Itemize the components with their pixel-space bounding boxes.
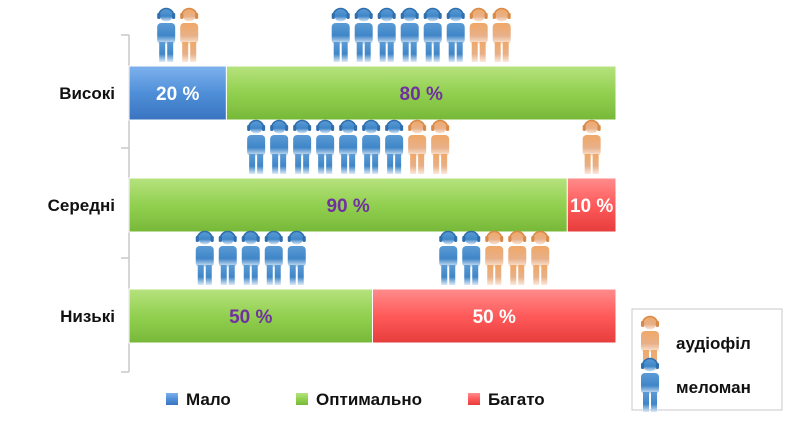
legend-swatch xyxy=(296,393,308,405)
bar-високі-оптимально xyxy=(225,65,617,121)
bar-низькі-багато xyxy=(372,288,617,344)
meloman-icon xyxy=(247,119,266,174)
meloman-icon xyxy=(241,230,260,285)
meloman-icon xyxy=(287,230,306,285)
meloman-icon xyxy=(377,7,396,62)
bar-labels: 20 % 80 % 90 % 10 % 50 % 50 % xyxy=(156,84,613,328)
meloman-label: меломан xyxy=(676,378,751,397)
audiophile-icon xyxy=(180,7,199,62)
meloman-icon xyxy=(270,119,289,174)
meloman-icon xyxy=(362,119,381,174)
audiophile-label: аудіофіл xyxy=(676,334,751,353)
meloman-icon xyxy=(195,230,214,285)
bar-високі-мало xyxy=(128,65,227,121)
meloman-icon xyxy=(462,230,481,285)
meloman-icon xyxy=(218,230,237,285)
bar-середні-оптимально xyxy=(128,177,568,233)
meloman-icon xyxy=(264,230,283,285)
bar-value-label: 80 % xyxy=(400,84,443,105)
meloman-icon xyxy=(354,7,373,62)
meloman-icon xyxy=(400,7,419,62)
audiophile-icon xyxy=(492,7,511,62)
meloman-icon xyxy=(385,119,404,174)
legend-item-мало: Мало xyxy=(166,390,231,409)
legend-label: Мало xyxy=(186,390,231,409)
audiophile-icon xyxy=(582,119,601,174)
meloman-icon xyxy=(316,119,335,174)
legend-swatch xyxy=(166,393,178,405)
meloman-icon xyxy=(446,7,465,62)
meloman-icon xyxy=(423,7,442,62)
audiophile-icon xyxy=(485,230,504,285)
legend-item-багато: Багато xyxy=(468,390,545,409)
audiophile-icon xyxy=(531,230,550,285)
category-label: Низькі xyxy=(60,307,115,326)
meloman-icon xyxy=(641,357,659,412)
bar-value-label: 50 % xyxy=(473,307,516,328)
legend-label: Багато xyxy=(488,390,545,409)
audiophile-icon xyxy=(408,119,427,174)
legend-label: Оптимально xyxy=(316,390,422,409)
meloman-icon xyxy=(339,119,358,174)
bar-value-label: 10 % xyxy=(570,196,613,217)
audiophile-icon xyxy=(431,119,450,174)
category-label: Середні xyxy=(48,196,115,215)
people-icons xyxy=(157,7,601,285)
category-labels: Високі Середні Низькі xyxy=(48,84,115,326)
meloman-icon xyxy=(331,7,350,62)
bar-value-label: 20 % xyxy=(156,84,199,105)
bar-низькі-оптимально xyxy=(128,288,373,344)
bars xyxy=(128,65,617,344)
audiophile-icon xyxy=(469,7,488,62)
bar-середні-багато xyxy=(566,177,617,233)
meloman-icon-shape xyxy=(641,357,659,412)
meloman-icon xyxy=(439,230,458,285)
axis-ticks xyxy=(121,34,129,373)
legend: Мало Оптимально Багато xyxy=(166,390,545,409)
bar-value-label: 50 % xyxy=(229,307,272,328)
people-legend: аудіофіл меломан xyxy=(631,308,783,412)
legend-item-оптимально: Оптимально xyxy=(296,390,422,409)
meloman-icon xyxy=(293,119,312,174)
audiophile-icon xyxy=(508,230,527,285)
legend-swatch xyxy=(468,393,480,405)
bar-value-label: 90 % xyxy=(326,196,369,217)
category-label: Високі xyxy=(59,84,115,103)
meloman-icon xyxy=(157,7,176,62)
